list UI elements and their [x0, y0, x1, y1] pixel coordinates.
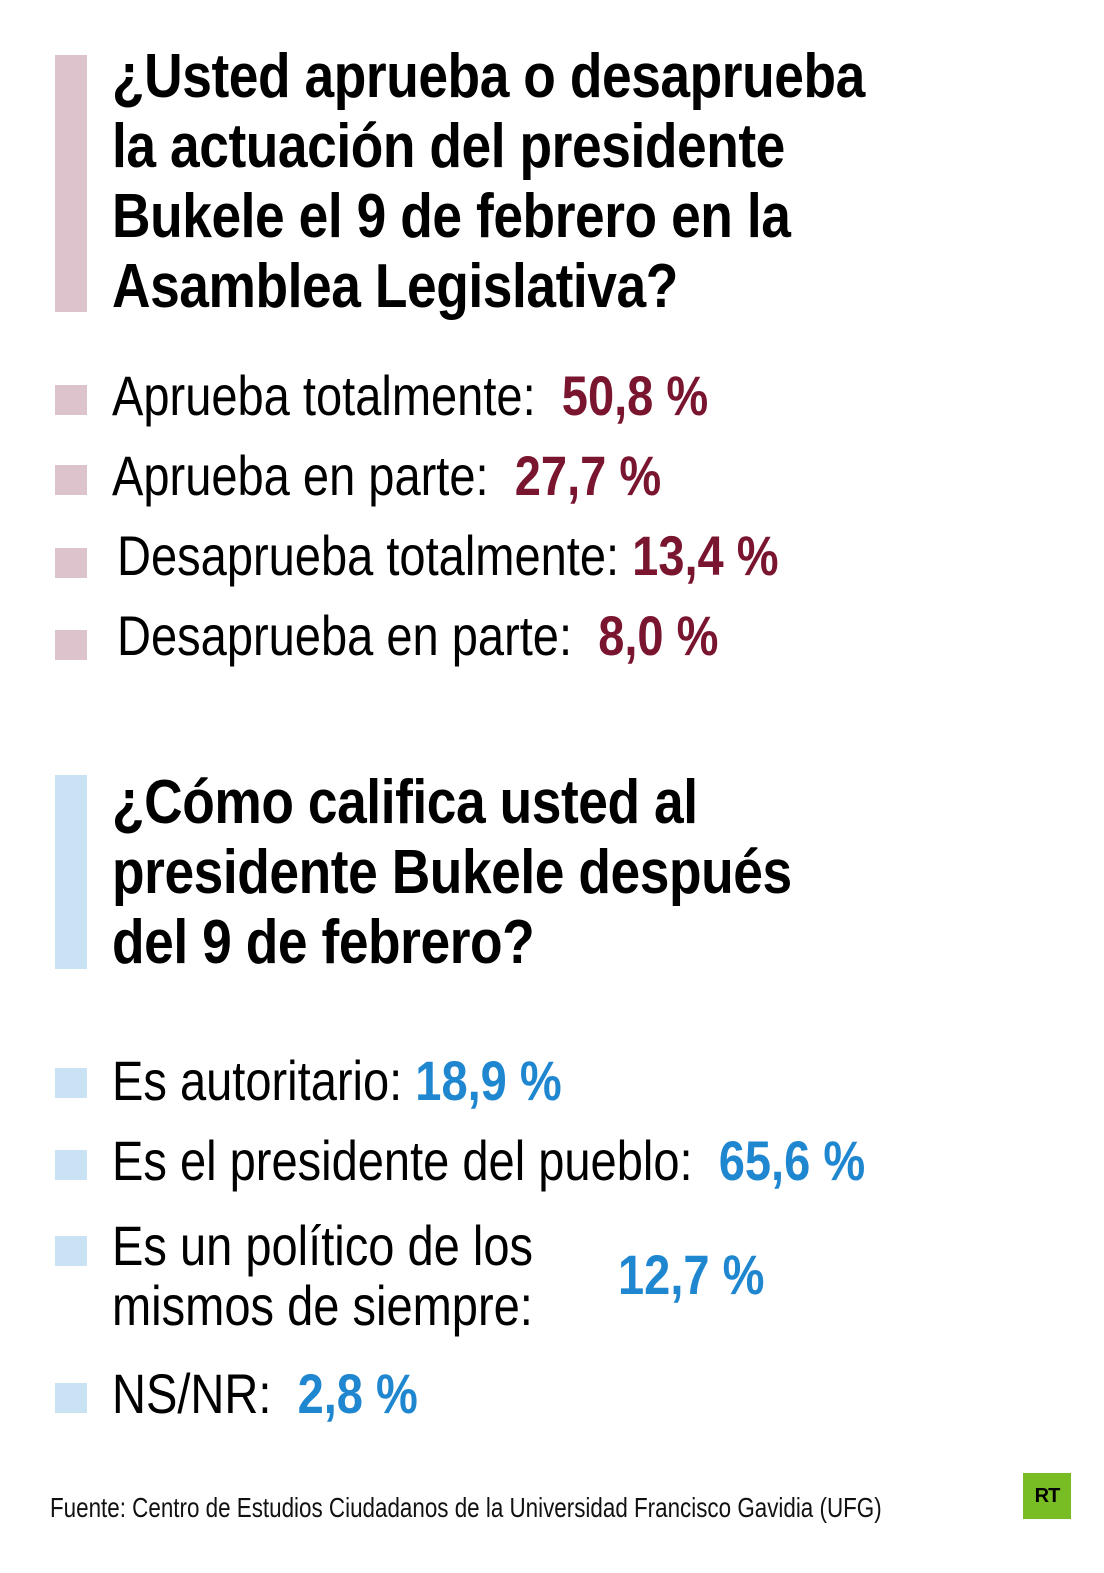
- item-label: Es autoritario:: [112, 1049, 403, 1112]
- list-item-value: 12,7 %: [618, 1244, 764, 1306]
- list-item: NS/NR: 2,8 %: [112, 1363, 418, 1425]
- list-item: Desaprueba totalmente: 13,4 %: [117, 525, 779, 587]
- bullet-square: [55, 465, 87, 495]
- item-label: Aprueba en parte:: [112, 444, 489, 507]
- title-line: Asamblea Legislativa?: [112, 252, 678, 321]
- item-value: 8,0 %: [598, 604, 719, 667]
- item-label: Es el presidente del pueblo:: [112, 1129, 693, 1192]
- bullet-square: [55, 385, 87, 415]
- section2-accent-bar: [55, 775, 87, 969]
- item-value: 65,6 %: [718, 1129, 866, 1192]
- list-item: Es autoritario: 18,9 %: [112, 1050, 562, 1112]
- title-line: Bukele el 9 de febrero en la: [112, 182, 791, 251]
- item-value: 18,9 %: [415, 1049, 562, 1112]
- list-item: Aprueba totalmente: 50,8 %: [112, 365, 708, 427]
- bullet-square: [55, 1383, 87, 1413]
- item-value: 50,8 %: [561, 364, 709, 427]
- item-label: Desaprueba en parte:: [117, 604, 573, 667]
- title-line: del 9 de febrero?: [112, 908, 535, 977]
- title-line: ¿Cómo califica usted al: [112, 768, 698, 837]
- item-value: 13,4 %: [632, 524, 779, 587]
- question1-title: ¿Usted aprueba o desaprueba la actuación…: [112, 42, 865, 322]
- item-value: 27,7 %: [514, 444, 662, 507]
- title-line: presidente Bukele después: [112, 838, 792, 907]
- bullet-square: [55, 1236, 87, 1266]
- section1-accent-bar: [55, 55, 87, 312]
- item-label: NS/NR:: [112, 1362, 272, 1425]
- list-item: Aprueba en parte: 27,7 %: [112, 445, 661, 507]
- bullet-square: [55, 630, 87, 660]
- list-item: Desaprueba en parte: 8,0 %: [117, 605, 718, 667]
- bullet-square: [55, 1150, 87, 1180]
- list-item: Es el presidente del pueblo: 65,6 %: [112, 1130, 865, 1192]
- item-value: 12,7 %: [618, 1243, 765, 1306]
- item-label: Aprueba totalmente:: [112, 364, 536, 427]
- title-line: la actuación del presidente: [112, 112, 785, 181]
- item-label: Es un político de los: [112, 1214, 533, 1277]
- item-label: Desaprueba totalmente:: [117, 524, 620, 587]
- bullet-square: [55, 548, 87, 578]
- rt-logo: RT: [1023, 1473, 1071, 1519]
- item-label: mismos de siempre:: [112, 1274, 533, 1337]
- list-item: Es un político de los mismos de siempre:: [112, 1216, 533, 1336]
- source-caption: Fuente: Centro de Estudios Ciudadanos de…: [50, 1492, 882, 1523]
- item-value: 2,8 %: [297, 1362, 418, 1425]
- question2-title: ¿Cómo califica usted al presidente Bukel…: [112, 768, 792, 978]
- title-line: ¿Usted aprueba o desaprueba: [112, 42, 865, 111]
- bullet-square: [55, 1068, 87, 1098]
